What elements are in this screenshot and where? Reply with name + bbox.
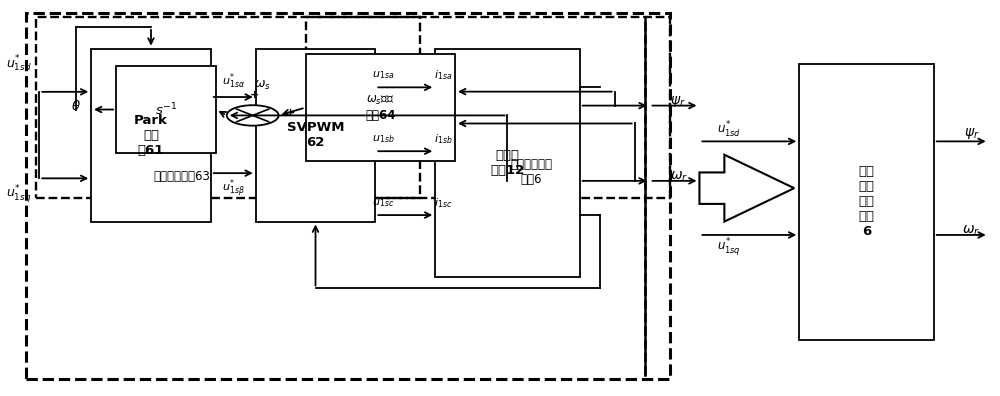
Text: $u^{*}_{1sq}$: $u^{*}_{1sq}$ bbox=[717, 236, 741, 258]
Text: SVPWM
62: SVPWM 62 bbox=[287, 121, 344, 149]
Text: $i_{1sb}$: $i_{1sb}$ bbox=[434, 133, 452, 146]
FancyBboxPatch shape bbox=[306, 55, 455, 161]
Text: +: + bbox=[286, 109, 295, 118]
Text: $i_{1sc}$: $i_{1sc}$ bbox=[434, 196, 452, 210]
Text: 转矩绕组被控
对象6: 转矩绕组被控 对象6 bbox=[510, 158, 552, 187]
Text: $\omega_r$: $\omega_r$ bbox=[962, 224, 980, 238]
Text: $\psi_r$: $\psi_r$ bbox=[964, 126, 979, 141]
Text: $\omega_r$: $\omega_r$ bbox=[670, 170, 688, 184]
Text: $\omega_s$: $\omega_s$ bbox=[254, 79, 271, 92]
Text: Park
逆变
换61: Park 逆变 换61 bbox=[134, 114, 168, 156]
FancyBboxPatch shape bbox=[116, 66, 216, 153]
Bar bbox=[36, 17, 420, 198]
Text: $u^{*}_{1sd}$: $u^{*}_{1sd}$ bbox=[6, 54, 32, 74]
Text: $u^{*}_{1s\alpha}$: $u^{*}_{1s\alpha}$ bbox=[222, 72, 245, 91]
Bar bbox=[26, 13, 670, 379]
Circle shape bbox=[227, 105, 279, 126]
Text: $\theta$: $\theta$ bbox=[71, 99, 81, 112]
Text: $s^{-1}$: $s^{-1}$ bbox=[155, 101, 177, 118]
FancyBboxPatch shape bbox=[256, 49, 375, 222]
Text: +: + bbox=[250, 90, 259, 100]
Text: 转矩
绕组
被控
对象
6: 转矩 绕组 被控 对象 6 bbox=[858, 166, 874, 238]
Text: $u_{1sb}$: $u_{1sb}$ bbox=[372, 133, 395, 145]
Polygon shape bbox=[699, 155, 794, 222]
Text: $u_{1sa}$: $u_{1sa}$ bbox=[372, 70, 394, 82]
Text: $u_{1sc}$: $u_{1sc}$ bbox=[372, 197, 394, 209]
FancyBboxPatch shape bbox=[91, 49, 211, 222]
Bar bbox=[306, 17, 670, 198]
Text: 转矩子
系统12: 转矩子 系统12 bbox=[490, 148, 525, 177]
Text: $\psi_r$: $\psi_r$ bbox=[670, 94, 685, 109]
Text: 角度计算模型63: 角度计算模型63 bbox=[154, 170, 211, 183]
FancyBboxPatch shape bbox=[799, 64, 934, 339]
Text: $i_{1sa}$: $i_{1sa}$ bbox=[434, 69, 452, 82]
Text: $\omega_s$计算
模型64: $\omega_s$计算 模型64 bbox=[365, 93, 396, 122]
FancyBboxPatch shape bbox=[435, 49, 580, 277]
Text: $u^{*}_{1sd}$: $u^{*}_{1sd}$ bbox=[717, 120, 741, 140]
Text: $u^{*}_{1sq}$: $u^{*}_{1sq}$ bbox=[6, 183, 32, 205]
Text: $u^{*}_{1s\beta}$: $u^{*}_{1s\beta}$ bbox=[222, 178, 245, 200]
